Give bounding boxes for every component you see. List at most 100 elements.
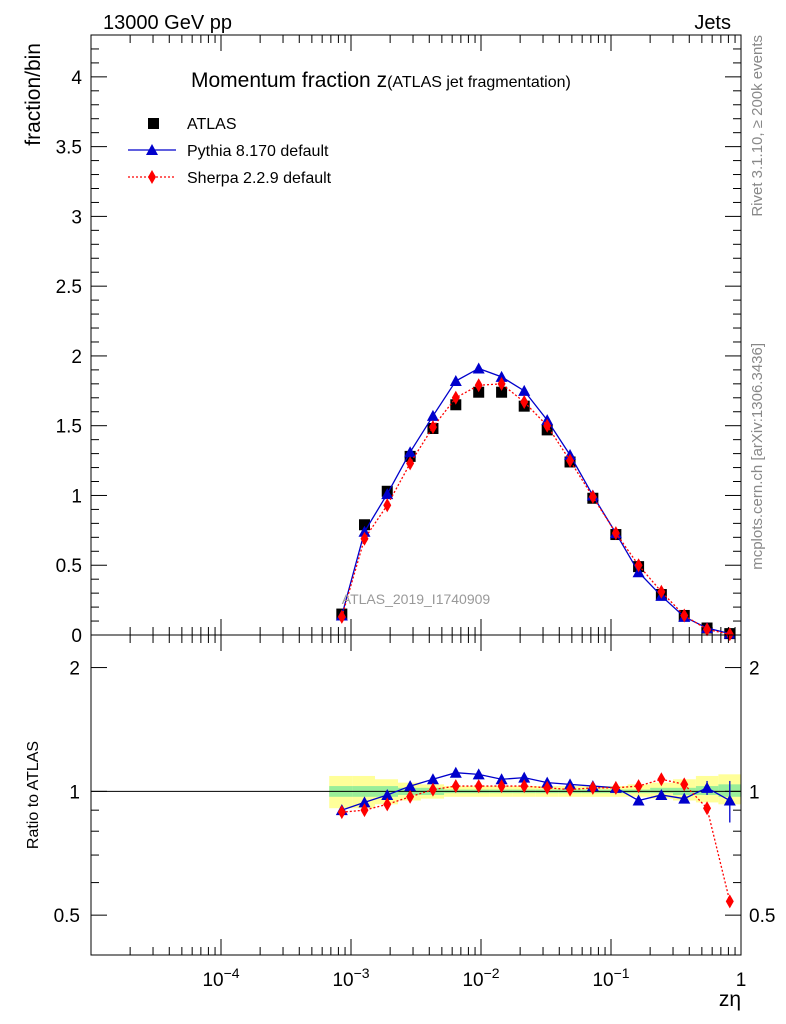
main-line-sherpa [341, 383, 730, 635]
ratio-point-sherpa [657, 772, 666, 787]
ratio-ytick-label: 0.5 [54, 906, 80, 927]
watermark: ATLAS_2019_I1740909 [342, 591, 491, 607]
main-point-sherpa [611, 526, 620, 541]
ratio-ylabel: Ratio to ATLAS [25, 741, 42, 849]
main-point-sherpa [588, 489, 597, 504]
main-point-atlas [496, 386, 508, 398]
ratio-point-sherpa [474, 779, 483, 794]
legend: ATLAS Pythia 8.170 default Sherpa 2.2.9 … [128, 116, 332, 187]
ratio-point-pythia [472, 768, 485, 780]
ratio-point-sherpa [451, 779, 460, 794]
main-point-atlas [358, 519, 370, 531]
main-point-sherpa [383, 498, 392, 513]
main-ytick-label: 2.5 [56, 277, 82, 298]
main-ylabel: fraction/bin [22, 43, 45, 146]
ratio-line-sherpa [341, 778, 731, 902]
main-point-pythia [472, 362, 485, 374]
ratio-point-sherpa [383, 797, 392, 812]
main-point-sherpa [520, 394, 529, 409]
main-point-sherpa [428, 420, 437, 435]
main-title-sub: (ATLAS jet fragmentation) [387, 74, 571, 91]
ratio-ytick-label-right: 1 [749, 782, 760, 803]
rivet-label: Rivet 3.1.10, ≥ 200k events [749, 35, 766, 217]
legend-marker-sherpa [148, 170, 156, 184]
ratio-point-pythia [632, 794, 645, 806]
ratio-point-sherpa [634, 779, 643, 794]
ratio-point-pythia [723, 794, 736, 806]
ratio-point-sherpa [406, 789, 415, 804]
ratio-point-pythia [381, 788, 394, 800]
main-ytick-label: 1.5 [56, 417, 82, 438]
main-panel: 0 0.5 1 1.5 2 2.5 3 3.5 4 Momentum fraction z(AT… [22, 34, 742, 647]
main-point-pythia [426, 409, 439, 421]
ratio-xlabel: zη [719, 988, 741, 1011]
main-point-sherpa [497, 376, 506, 391]
ratio-point-pythia [449, 766, 462, 778]
main-ytick-label: 0.5 [56, 556, 82, 577]
legend-marker-pythia [146, 144, 158, 155]
ratio-point-pythia [518, 771, 531, 783]
ratio-point-sherpa [337, 805, 346, 820]
main-ytick-label: 1 [71, 486, 82, 507]
ratio-point-pythia [701, 781, 714, 793]
main-point-pythia [381, 488, 394, 500]
main-title-text: Momentum fraction z [191, 69, 387, 92]
legend-label-pythia: Pythia 8.170 default [187, 143, 329, 160]
ratio-point-pythia [358, 796, 371, 808]
main-ytick-label: 2 [71, 347, 82, 368]
ratio-frame [90, 634, 742, 956]
ratio-xtick-label: 1 [736, 970, 747, 991]
ratio-point-sherpa [428, 782, 437, 797]
ratio-point-pythia [655, 788, 668, 800]
ratio-ytick-label: 2 [69, 659, 80, 680]
ratio-point-pythia [404, 780, 417, 792]
main-point-sherpa [337, 609, 346, 624]
ratio-point-sherpa [566, 782, 575, 797]
ratio-point-sherpa [588, 780, 597, 795]
main-point-sherpa [634, 558, 643, 573]
main-point-pythia [518, 384, 531, 396]
ratio-ytick-label: 1 [69, 782, 80, 803]
main-title: Momentum fraction z(ATLAS jet fragmentat… [191, 69, 571, 92]
ratio-point-sherpa [543, 780, 552, 795]
main-ytick-label: 4 [71, 68, 82, 89]
ratio-ytick-label-right: 2 [749, 659, 760, 680]
ratio-point-sherpa [725, 894, 734, 909]
ratio-point-sherpa [360, 803, 369, 818]
main-point-sherpa [725, 627, 734, 642]
main-point-pythia [449, 375, 462, 387]
ratio-point-sherpa [703, 801, 712, 816]
category-label: Jets [694, 12, 731, 34]
main-point-sherpa [406, 456, 415, 471]
mcplots-label: mcplots.cern.ch [arXiv:1306.3436] [749, 343, 766, 570]
ratio-point-sherpa [520, 779, 529, 794]
legend-marker-atlas [148, 118, 159, 129]
main-point-sherpa [360, 531, 369, 546]
ratio-ytick-label-right: 0.5 [749, 906, 775, 927]
legend-label-sherpa: Sherpa 2.2.9 default [187, 170, 332, 187]
ratio-panel: 10−4 10−3 10−2 10−1 1 0.5 0.5 1 1 2 2 Ratio to ATL… [25, 634, 775, 1011]
main-point-pythia [404, 446, 417, 458]
main-ytick-label: 0 [71, 626, 82, 647]
ratio-point-pythia [426, 773, 439, 785]
main-ytick-label: 3 [71, 207, 82, 228]
main-point-pythia [358, 525, 371, 537]
main-point-sherpa [680, 608, 689, 623]
legend-label-atlas: ATLAS [187, 116, 237, 133]
main-point-sherpa [566, 453, 575, 468]
ratio-point-sherpa [497, 779, 506, 794]
ratio-xtick-label: 10−3 [332, 965, 369, 991]
ratio-point-pythia [495, 773, 508, 785]
ratio-xtick-label: 10−2 [462, 965, 499, 991]
main-point-pythia [495, 370, 508, 382]
main-ytick-label: 3.5 [56, 138, 82, 159]
ratio-xtick-label: 10−1 [592, 965, 629, 991]
main-point-sherpa [474, 378, 483, 393]
energy-label: 13000 GeV pp [103, 12, 232, 34]
ratio-xtick-label: 10−4 [202, 965, 239, 991]
ratio-point-sherpa [680, 777, 689, 792]
ratio-point-pythia [678, 792, 691, 804]
main-point-sherpa [543, 418, 552, 433]
main-point-sherpa [657, 584, 666, 599]
